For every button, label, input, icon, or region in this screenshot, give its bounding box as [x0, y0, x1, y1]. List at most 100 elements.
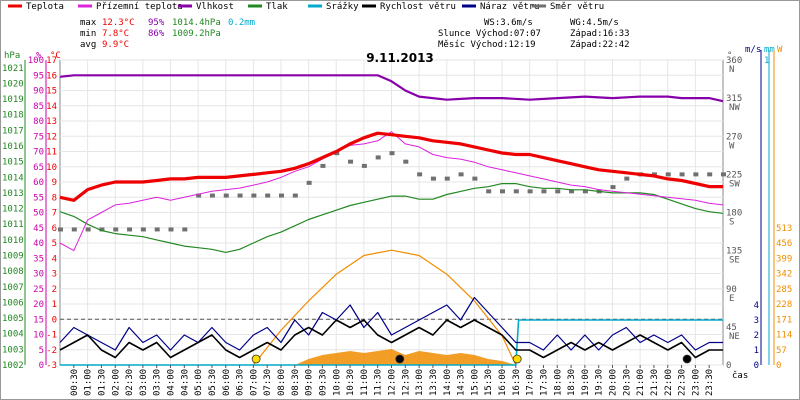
x-tick-label: 07:30 [263, 369, 273, 396]
wind-tick-label: 3 [754, 316, 759, 326]
temp-tick-label: -1 [46, 331, 57, 341]
solar-tick-label: 0 [776, 361, 781, 371]
wind-direction-point [99, 227, 105, 232]
x-tick-label: 13:00 [415, 369, 425, 396]
hpa-tick-label: 1005 [2, 314, 24, 324]
wind-direction-point [389, 151, 395, 156]
pct-tick-label: 70 [33, 148, 44, 158]
wind-direction-point [168, 227, 174, 232]
wind-direction-point [71, 227, 77, 232]
temp-tick-label: 9 [52, 178, 57, 188]
x-tick-label: 06:30 [236, 369, 246, 396]
pct-tick-label: 10 [33, 331, 44, 341]
rain-tick-label: 1 [764, 56, 769, 66]
solar-tick-label: 513 [776, 224, 792, 234]
grid [60, 59, 723, 366]
hpa-tick-label: 1002 [2, 361, 24, 371]
legend-label: Náraz větru [480, 2, 540, 12]
dir-name-label: N [729, 65, 734, 75]
wind-direction-point [251, 193, 257, 198]
pct-tick-label: 25 [33, 285, 44, 295]
hpa-tick-label: 1014 [2, 173, 24, 183]
hpa-tick-label: 1007 [2, 283, 24, 293]
wind-tick-label: 0 [754, 361, 759, 371]
pct-tick-label: 15 [33, 315, 44, 325]
wind-direction-point [707, 172, 713, 177]
wind-direction-point [292, 193, 298, 198]
wind-direction-point [154, 227, 160, 232]
legend-label: Směr větru [550, 2, 604, 12]
wind-direction-point [430, 176, 436, 181]
x-tick-label: 20:00 [609, 369, 619, 396]
wind-axis-unit: m/s [745, 45, 761, 55]
dir-tick-label: 270 [726, 132, 742, 142]
x-tick-label: 14:00 [443, 369, 453, 396]
dir-name-label: W [729, 141, 735, 151]
temp-tick-label: 13 [46, 117, 57, 127]
pct-tick-label: 50 [33, 209, 44, 219]
hpa-tick-label: 1012 [2, 205, 24, 215]
wind-direction-point [209, 193, 215, 198]
info-moonset: Západ:22:42 [570, 40, 630, 50]
ground-temp-series [59, 131, 724, 252]
dir-tick-label: 360 [726, 56, 742, 66]
x-tick-label: 11:30 [374, 369, 384, 396]
wind-direction-point [651, 172, 657, 177]
wind-direction-point [527, 189, 533, 194]
stat-max-press: 1014.4hPa [172, 18, 221, 28]
marker-moonset [682, 354, 692, 364]
temp-tick-label: 12 [46, 132, 57, 142]
temp-tick-label: 0 [52, 315, 57, 325]
stat-min-press: 1009.2hPa [172, 29, 221, 39]
wind-direction-point [375, 155, 381, 160]
stat-min-temp: 7.8°C [102, 29, 129, 39]
stat-max-temp: 12.3°C [102, 18, 135, 28]
temp-tick-label: 15 [46, 87, 57, 97]
dir-tick-label: 45 [726, 323, 737, 333]
stats-block: max 12.3°C 95% 1014.4hPa 0.2mm min 7.8°C 86% 100… [80, 18, 630, 50]
dir-tick-label: 90 [726, 285, 737, 295]
pct-axis-unit: % [36, 51, 42, 61]
hpa-tick-label: 1019 [2, 95, 24, 105]
x-tick-label: 13:30 [429, 369, 439, 396]
pct-tick-label: 60 [33, 178, 44, 188]
hpa-tick-label: 1008 [2, 267, 24, 277]
hpa-tick-label: 1016 [2, 142, 24, 152]
temp-tick-label: -2 [46, 346, 57, 356]
stat-min-label: min [80, 29, 96, 39]
x-tick-label: 17:00 [526, 369, 536, 396]
x-tick-label: 14:30 [457, 369, 467, 396]
temp-tick-label: 10 [46, 163, 57, 173]
x-tick-label: 17:30 [539, 369, 549, 396]
dir-tick-label: 180 [726, 209, 742, 219]
wind-direction-point [541, 189, 547, 194]
x-tick-label: 03:30 [153, 369, 163, 396]
pct-tick-label: 5 [39, 346, 44, 356]
wind-direction-point [58, 227, 63, 232]
pct-tick-label: 75 [33, 132, 44, 142]
info-sunrise: Slunce Východ:07:07 [438, 29, 541, 39]
dir-tick-label: 135 [726, 247, 742, 257]
temp-tick-label: 3 [52, 270, 57, 280]
x-tick-label: 04:30 [180, 369, 190, 396]
solar-tick-label: 456 [776, 239, 792, 249]
x-tick-label: 03:00 [139, 369, 149, 396]
dir-name-label: NE [729, 332, 740, 342]
hpa-tick-label: 1009 [2, 252, 24, 262]
temp-tick-label: 11 [46, 148, 57, 158]
wind-direction-point [334, 151, 340, 156]
temp-tick-label: 5 [52, 239, 57, 249]
axes-layer: hPa% °C1021102010191018101710161015101410… [2, 45, 792, 396]
x-tick-label: 12:30 [401, 369, 411, 396]
hpa-tick-label: 1013 [2, 189, 24, 199]
chart-title: 9.11.2013 [366, 51, 434, 65]
wind-direction-point [555, 189, 561, 194]
hpa-axis-unit: hPa [4, 51, 20, 61]
wind-direction-point [679, 172, 685, 177]
marker-sunset [512, 354, 522, 364]
wind-direction-point [624, 176, 630, 181]
legend-label: Srážky [326, 2, 359, 12]
pct-tick-label: 0 [39, 361, 44, 371]
